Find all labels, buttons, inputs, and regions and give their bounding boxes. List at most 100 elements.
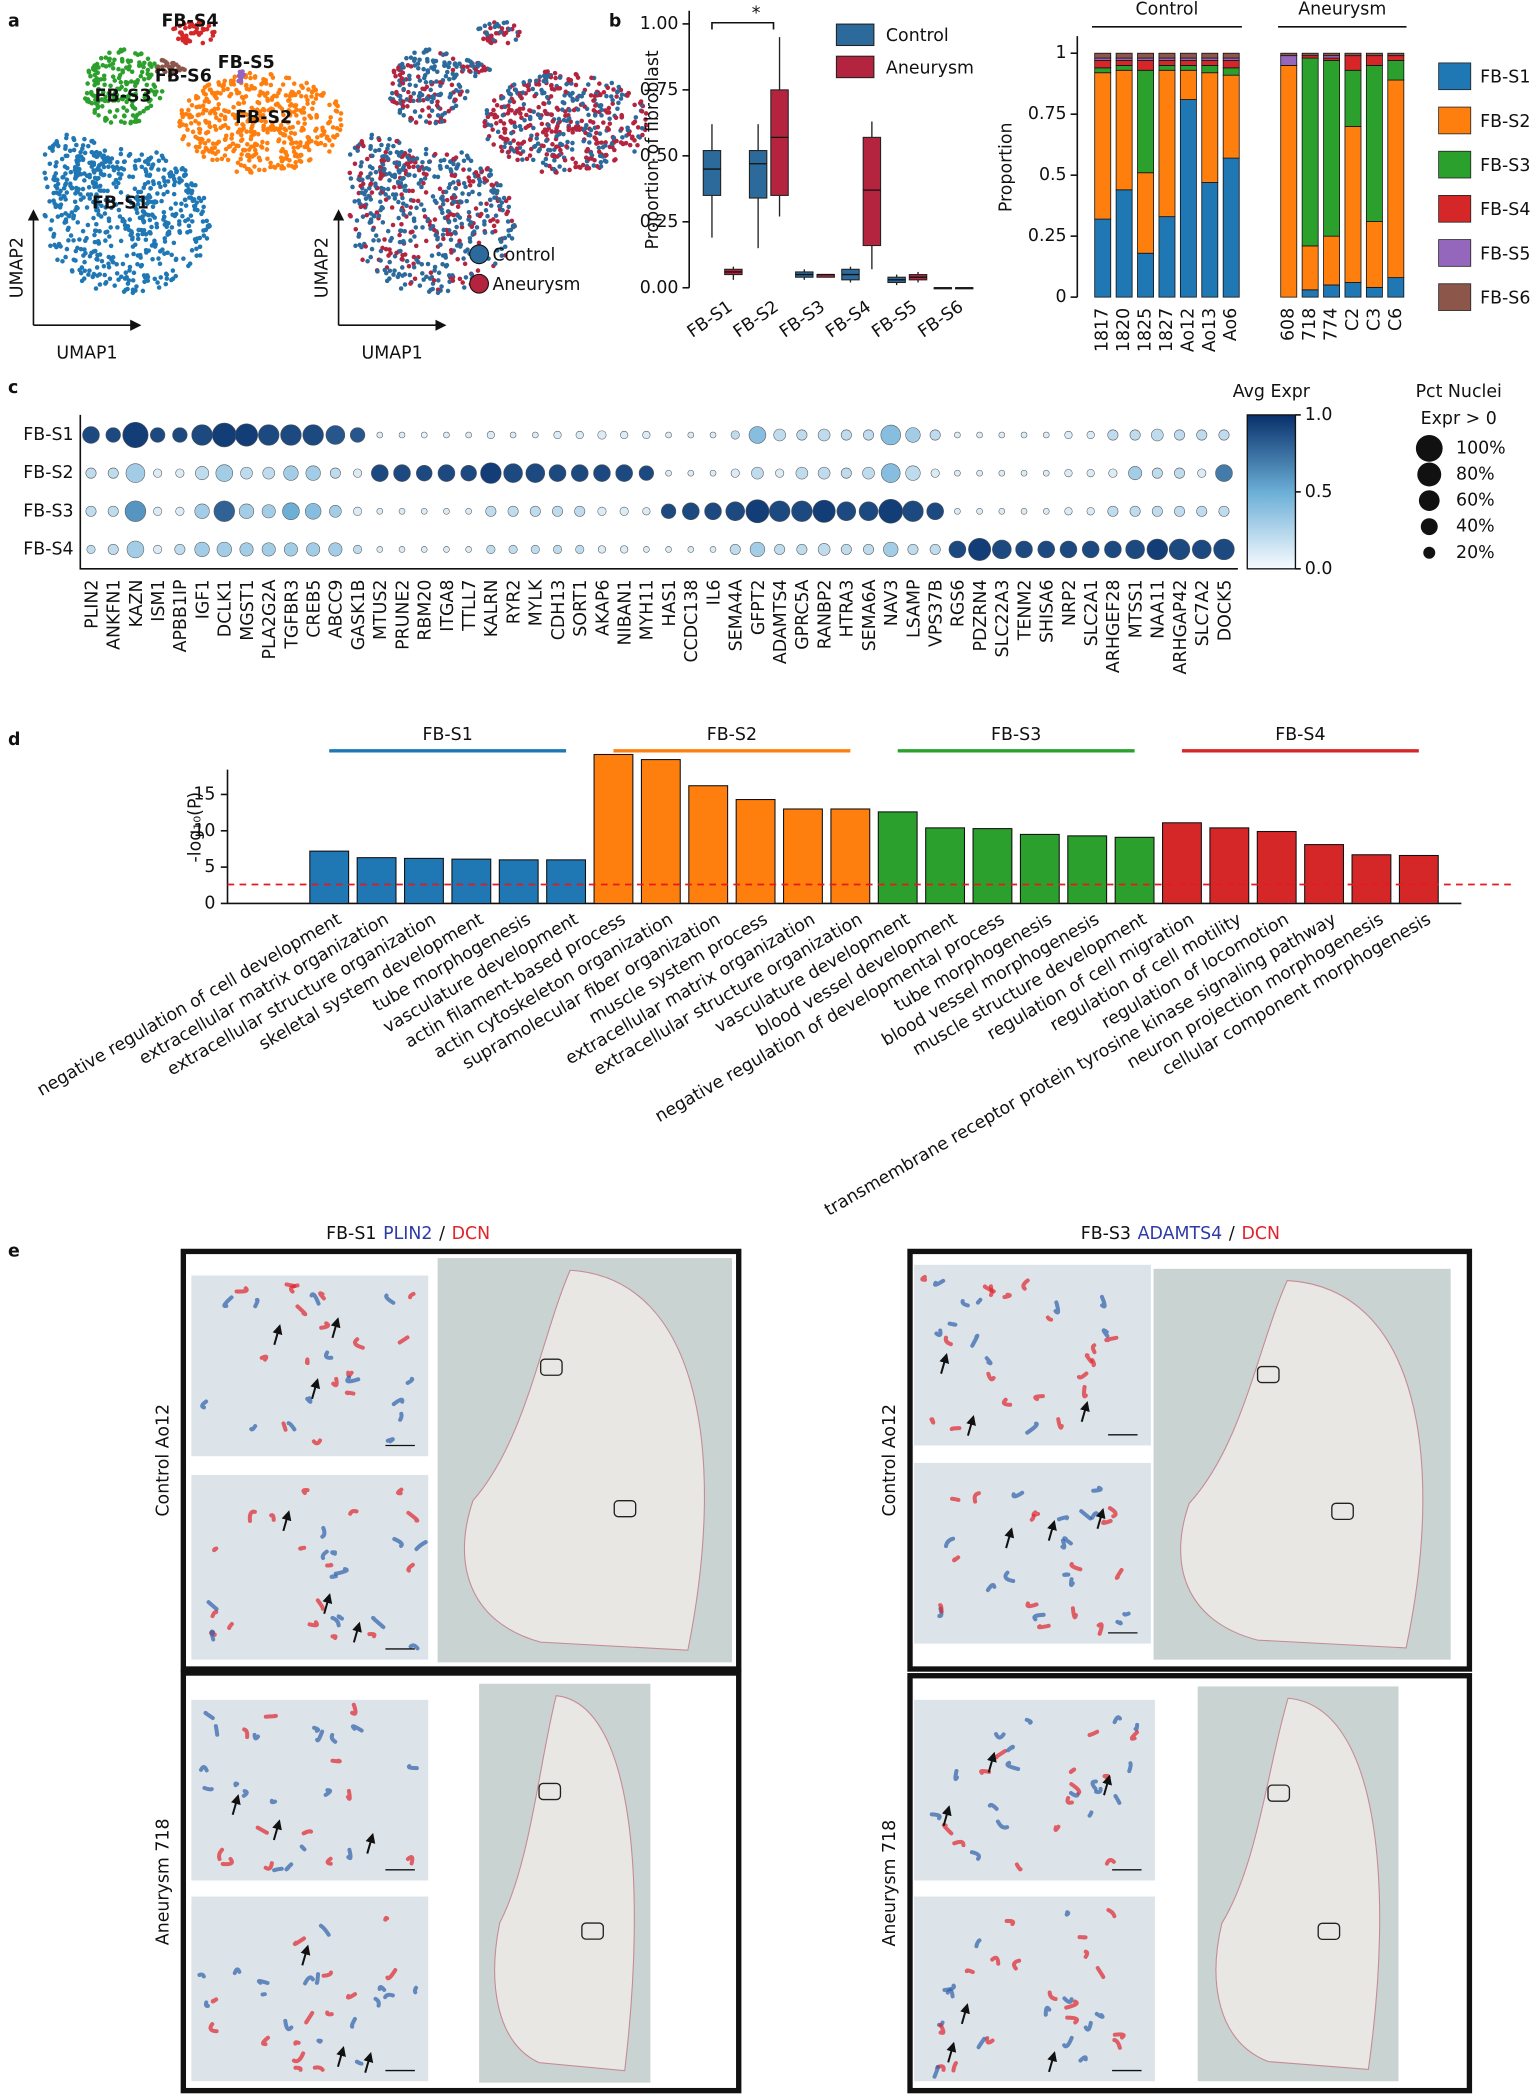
dot: [194, 503, 210, 519]
umap-point: [508, 118, 513, 124]
umap-point: [289, 164, 295, 169]
umap-point: [467, 183, 473, 188]
umap-point: [491, 107, 496, 113]
umap-point: [515, 157, 520, 163]
umap-point: [200, 219, 206, 224]
umap-point: [91, 271, 97, 277]
umap-point: [446, 273, 452, 278]
umap-point: [148, 88, 154, 93]
umap-point: [197, 144, 202, 150]
umap-point: [566, 125, 571, 130]
umap-point: [412, 276, 418, 282]
gene-label: ITGA8: [438, 580, 458, 632]
umap-point: [75, 245, 80, 251]
umap-point: [390, 192, 396, 197]
umap-point: [580, 101, 585, 107]
umap-point: [424, 274, 429, 280]
umap-point: [460, 191, 465, 196]
dot: [122, 422, 149, 448]
umap-point: [456, 181, 462, 187]
umap-point: [88, 73, 93, 79]
umap-point: [132, 83, 138, 89]
bar-segment: [1387, 277, 1405, 298]
umap-point: [238, 162, 244, 168]
umap-point: [388, 250, 393, 256]
dot: [745, 499, 770, 524]
umap-point: [82, 268, 88, 274]
umap-point: [455, 162, 461, 167]
umap-point: [454, 72, 459, 78]
umap-point: [432, 268, 437, 273]
umap-point: [555, 107, 561, 112]
umap-point: [438, 158, 444, 164]
stain: [396, 1487, 404, 1496]
gene-label: PLA2G2A: [260, 579, 280, 659]
stain: [1025, 1601, 1039, 1609]
umap-point: [404, 161, 409, 166]
umap-point: [368, 171, 373, 176]
umap-point: [227, 93, 232, 99]
umap-point: [200, 103, 206, 108]
umap-point: [291, 81, 297, 86]
gene-label: MYLK: [527, 579, 547, 626]
umap-point: [507, 27, 512, 32]
umap-point: [536, 148, 541, 154]
bar: [546, 859, 587, 904]
stain: [323, 1788, 333, 1797]
umap-point: [503, 253, 508, 258]
umap-point: [108, 225, 113, 230]
dot: [817, 466, 831, 480]
gene-label: ABCC9: [327, 580, 347, 639]
umap-point: [404, 97, 410, 102]
umap-point: [413, 225, 419, 230]
dot: [1020, 508, 1028, 515]
gene-label: TGFBR3: [282, 580, 302, 650]
dot: [553, 430, 562, 440]
umap-point: [502, 235, 508, 241]
umap-point: [574, 72, 579, 78]
umap-point: [399, 192, 404, 197]
umap-point: [447, 60, 452, 66]
umap-point: [347, 212, 353, 218]
umap-point: [287, 103, 293, 108]
dot: [729, 543, 741, 555]
umap-point: [607, 116, 612, 122]
umap-point: [224, 133, 229, 139]
dot: [153, 544, 163, 554]
umap-point: [417, 98, 423, 103]
bar-segment: [1137, 172, 1154, 254]
panel-label: b: [609, 11, 621, 31]
bar: [498, 859, 539, 904]
dot: [682, 502, 700, 521]
umap-point: [65, 153, 70, 159]
dot: [1197, 468, 1207, 478]
umap-point: [122, 120, 127, 126]
dot: [329, 505, 342, 518]
gene-label: CDH13: [549, 580, 569, 641]
umap-point: [338, 117, 343, 122]
umap-point: [249, 126, 254, 131]
umap-point: [159, 89, 165, 94]
umap-point: [63, 211, 68, 216]
umap-point: [42, 212, 48, 218]
y-tick-label: 0.75: [640, 80, 679, 100]
axis-label: UMAP2: [313, 237, 333, 298]
gene-label: LSAMP: [904, 580, 924, 638]
umap-point: [165, 189, 170, 195]
umap-point: [429, 253, 435, 258]
umap-point: [189, 21, 195, 27]
umap-point: [189, 248, 195, 253]
umap-point: [492, 115, 497, 120]
umap-point: [489, 40, 494, 46]
umap-point: [371, 238, 376, 243]
umap-point: [440, 210, 445, 216]
umap-point: [108, 243, 114, 249]
gene-label: RBM20: [416, 580, 436, 641]
bar: [735, 799, 776, 904]
umap-point: [496, 197, 502, 202]
umap-point: [190, 182, 195, 188]
umap-point: [49, 218, 55, 223]
y-tick-label: 0: [1056, 287, 1067, 307]
stain: [1115, 1619, 1123, 1626]
umap-point: [568, 119, 574, 125]
